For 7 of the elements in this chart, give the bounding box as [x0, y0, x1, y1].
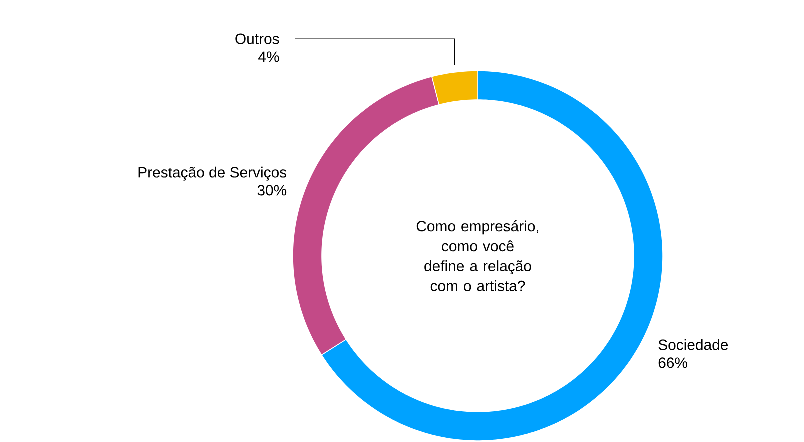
slice-label: Sociedade — [658, 339, 728, 350]
data-label: 4% — [258, 52, 280, 62]
data-label: 30% — [258, 185, 287, 196]
slice-label: Prestação de Serviços — [138, 166, 287, 181]
data-label: 66% — [658, 358, 688, 368]
slice-label: Outros — [236, 34, 280, 44]
text: Como empresário, como você define a relação com o artista? — [416, 220, 539, 292]
